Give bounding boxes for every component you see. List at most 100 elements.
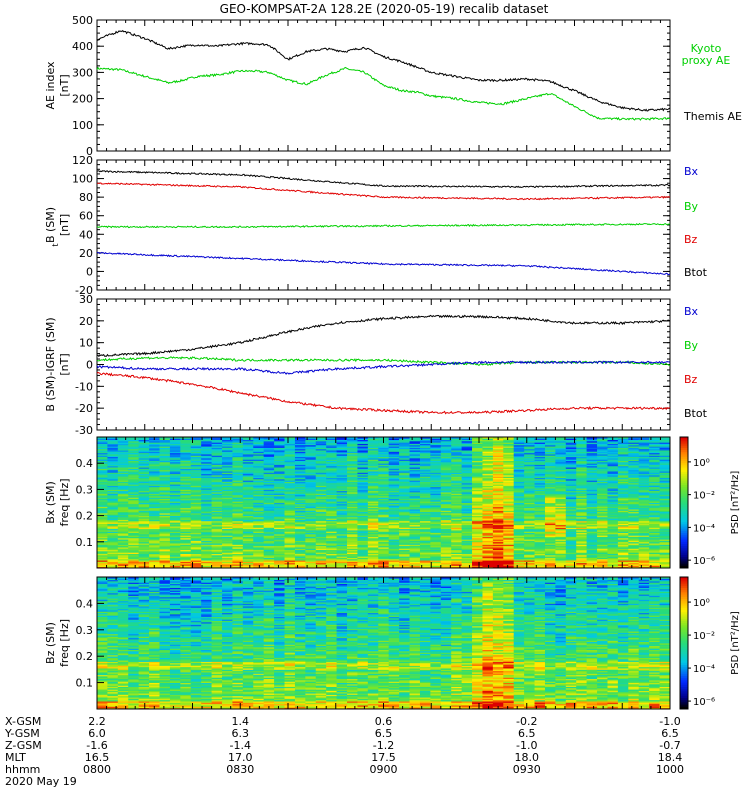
heatmap-cell <box>430 561 442 564</box>
heatmap-cell <box>503 468 515 471</box>
heatmap-cell <box>211 512 223 515</box>
heatmap-cell <box>440 505 452 507</box>
heatmap-cell <box>472 506 483 509</box>
heatmap-cell <box>482 439 494 442</box>
heatmap-cell <box>305 465 317 468</box>
heatmap-cell <box>180 468 192 471</box>
heatmap-cell <box>357 545 369 548</box>
heatmap-cell <box>305 493 317 496</box>
heatmap-cell <box>451 438 463 441</box>
heatmap-cell <box>482 468 494 471</box>
heatmap-cell <box>419 540 431 543</box>
heatmap-cell <box>97 439 108 442</box>
heatmap-cell <box>169 451 181 454</box>
heatmap-cell <box>399 526 410 528</box>
heatmap-cell <box>263 562 275 565</box>
heatmap-cell <box>544 492 556 494</box>
heatmap-cell <box>222 467 233 469</box>
heatmap-cell <box>180 455 192 458</box>
heatmap-cell <box>326 507 338 510</box>
heatmap-cell <box>347 443 358 446</box>
heatmap-cell <box>211 516 223 519</box>
heatmap-cell <box>534 497 546 499</box>
heatmap-cell <box>107 452 119 455</box>
heatmap-cell <box>294 467 306 469</box>
heatmap-cell <box>242 532 254 535</box>
heatmap-cell <box>211 519 223 522</box>
heatmap-cell <box>232 485 244 488</box>
heatmap-cell <box>138 468 150 471</box>
heatmap-cell <box>190 439 202 442</box>
heatmap-cell <box>326 515 338 518</box>
heatmap-cell <box>326 498 338 501</box>
heatmap-cell <box>347 560 358 562</box>
heatmap-cell <box>315 472 327 475</box>
heatmap-cell <box>180 562 192 565</box>
heatmap-cell <box>367 498 379 501</box>
heatmap-cell <box>347 511 358 514</box>
heatmap-cell <box>367 497 379 499</box>
heatmap-cell <box>472 481 483 484</box>
heatmap-cell <box>149 447 160 450</box>
heatmap-cell <box>378 493 390 496</box>
heatmap-cell <box>107 506 119 509</box>
heatmap-cell <box>544 490 556 493</box>
heatmap-cell <box>222 439 233 442</box>
heatmap-cell <box>201 564 212 566</box>
heatmap-cell <box>294 497 306 499</box>
heatmap-cell <box>461 451 473 454</box>
heatmap-cell <box>222 526 233 528</box>
heatmap-cell <box>107 552 119 554</box>
heatmap-cell <box>97 467 108 469</box>
heatmap-cell <box>461 498 473 501</box>
heatmap-cell <box>149 548 160 551</box>
heatmap-cell <box>367 438 379 441</box>
heatmap-cell <box>138 459 150 461</box>
heatmap-cell <box>326 467 338 469</box>
heatmap-cell <box>253 530 265 532</box>
heatmap-cell <box>263 486 275 489</box>
heatmap-cell <box>524 485 535 488</box>
heatmap-cell <box>128 547 140 549</box>
heatmap-cell <box>544 550 556 553</box>
heatmap-cell <box>451 552 463 554</box>
heatmap-cell <box>107 530 119 532</box>
heatmap-cell <box>440 507 452 510</box>
heatmap-cell <box>97 558 108 561</box>
heatmap-cell <box>347 448 358 451</box>
heatmap-cell <box>524 533 535 536</box>
heatmap-cell <box>232 503 244 506</box>
heatmap-cell <box>169 467 181 469</box>
heatmap-cell <box>544 537 556 540</box>
heatmap-cell <box>367 516 379 519</box>
heatmap-cell <box>128 540 140 543</box>
heatmap-cell <box>180 547 192 549</box>
heatmap-cell <box>492 439 504 442</box>
heatmap-cell <box>534 467 546 469</box>
heatmap-cell <box>430 443 442 446</box>
heatmap-cell <box>97 474 108 477</box>
heatmap-cell <box>503 450 515 452</box>
heatmap-cell <box>138 547 150 549</box>
heatmap-cell <box>201 512 212 515</box>
heatmap-cell <box>399 533 410 536</box>
heatmap-cell <box>222 550 233 553</box>
heatmap-cell <box>274 544 285 547</box>
heatmap-cell <box>117 468 129 471</box>
heatmap-cell <box>440 510 452 513</box>
heatmap-cell <box>159 556 171 558</box>
heatmap-cell <box>159 451 171 454</box>
heatmap-cell <box>211 547 223 549</box>
heatmap-cell <box>138 560 150 562</box>
heatmap-cell <box>315 536 327 539</box>
heatmap-cell <box>107 537 119 540</box>
heatmap-cell <box>513 437 525 439</box>
heatmap-cell <box>451 452 463 455</box>
heatmap-cell <box>378 560 390 562</box>
heatmap-cell <box>117 499 129 502</box>
heatmap-cell <box>201 488 212 490</box>
heatmap-cell <box>169 532 181 535</box>
heatmap-cell <box>149 516 160 519</box>
heatmap-cell <box>294 494 306 497</box>
heatmap-cell <box>263 473 275 476</box>
